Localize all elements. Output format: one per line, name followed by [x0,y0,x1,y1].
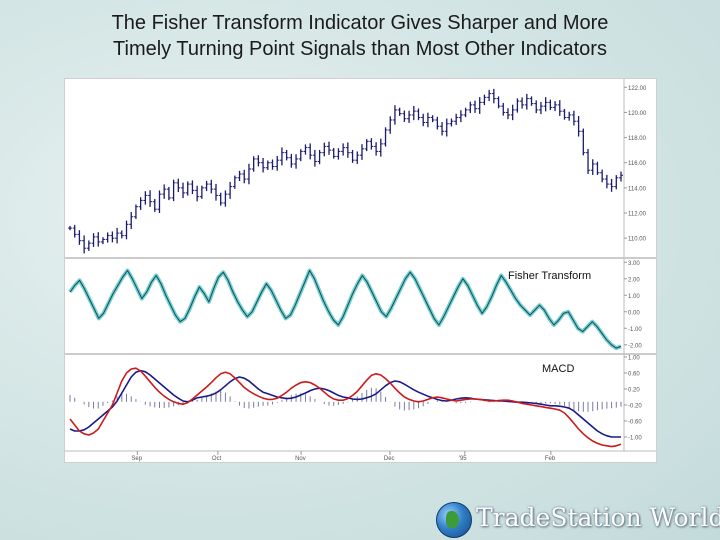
fisher-series-core [69,270,622,349]
globe-icon [436,502,472,538]
fisher-tick-label: -2.00 [628,343,642,349]
slide-title: The Fisher Transform Indicator Gives Sha… [0,10,720,62]
macd-tick-label: -0.20 [628,404,642,410]
fisher-annotation: Fisher Transform [508,270,591,282]
macd-annotation: MACD [542,363,574,375]
x-tick-label: Sep [131,456,142,462]
x-tick-label: Dec [384,456,395,462]
title-line-1: The Fisher Transform Indicator Gives Sha… [111,12,609,34]
x-tick-label: Oct [212,456,222,462]
macd-tick-label: 0.20 [628,388,640,394]
price-tick-label: 120.00 [628,111,647,117]
fisher-tick-label: -1.00 [628,327,642,333]
price-tick-label: 112.00 [628,212,647,218]
chart-panel: 122.00 120.00 118.00 116.00 114.00 112.00 110.… [64,78,657,463]
tradestation-world-logo: TradeStation World [436,500,720,540]
title-line-2: Timely Turning Point Signals than Most O… [113,38,607,60]
fisher-tick-label: 1.00 [628,294,640,300]
price-tick-label: 114.00 [628,186,647,192]
macd-tick-label: -1.00 [628,436,642,442]
indicator-chart: 122.00 120.00 118.00 116.00 114.00 112.00 110.… [65,79,656,462]
macd-tick-label: -0.60 [628,420,642,426]
macd-series-line [69,369,621,438]
x-tick-label: Nov [295,456,306,462]
price-tick-label: 116.00 [628,161,647,167]
x-tick-label: '95 [459,456,467,462]
macd-tick-label: 1.00 [628,356,640,362]
logo-text: TradeStation World [476,503,720,532]
fisher-tick-label: 0.00 [628,310,640,316]
price-tick-label: 122.00 [628,86,647,92]
price-tick-label: 118.00 [628,136,647,142]
fisher-tick-label: 3.00 [628,261,640,267]
fisher-tick-label: 2.00 [628,277,640,283]
macd-tick-label: 0.60 [628,372,640,378]
fisher-series-line [68,268,622,351]
signal-series-line [69,367,622,448]
price-tick-label: 110.00 [628,237,647,243]
x-tick-label: Feb [545,456,556,462]
